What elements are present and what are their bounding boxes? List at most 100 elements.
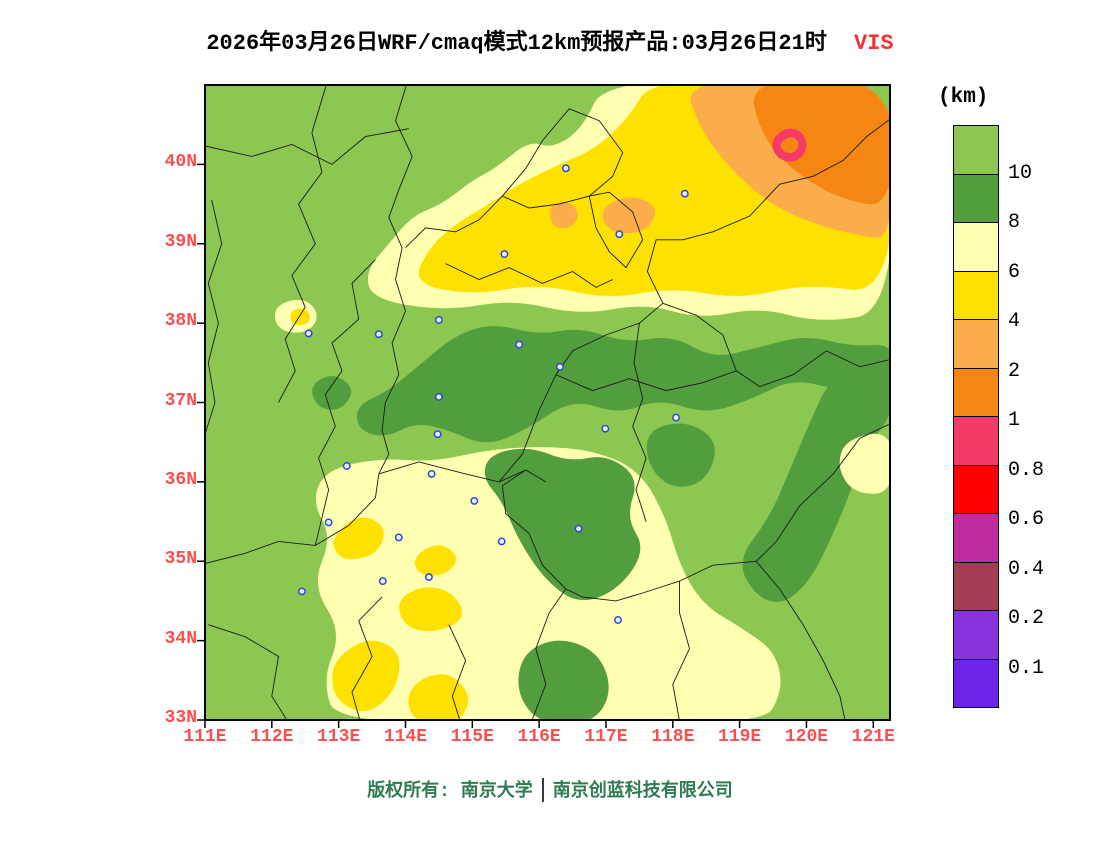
province-border [378,461,547,483]
lat-tick-label: 35N [164,549,197,570]
legend-cell [953,464,999,514]
city-marker [555,362,564,371]
visibility-region [315,447,781,720]
legend-cell [953,367,999,417]
lon-tick-label: 121E [851,727,895,747]
city-marker [601,424,610,433]
legend-tick-label: 8 [1008,211,1021,234]
legend-cell [953,319,999,369]
province-border [314,259,376,546]
page-title: 2026年03月26日WRF/cmaq模式12km预报产品:03月26日21时 … [0,24,1100,56]
legend-tick-label: 0.4 [1008,557,1045,581]
province-border [498,302,664,483]
visibility-region [742,364,890,602]
city-marker [342,462,351,470]
legend-tick-label: 1 [1008,409,1021,432]
legend-cell [953,173,999,223]
footer-divider [541,778,544,802]
city-marker [304,329,313,338]
title-product-vis: VIS [854,31,894,56]
lon-tick-label: 119E [718,727,762,747]
city-marker [561,164,570,173]
province-border [501,469,567,590]
province-border [208,624,288,720]
lon-tick-label: 117E [584,727,628,747]
lon-tick-label: 116E [517,727,561,747]
legend-unit-label: (km) [938,86,989,109]
province-border [531,588,567,720]
lat-tick-label: 37N [164,390,197,411]
province-border [555,370,737,392]
legend-tick-label: 0.6 [1008,508,1045,531]
city-marker [500,250,509,259]
lon-tick-label: 114E [383,727,428,747]
city-marker [433,430,442,439]
map-svg [197,84,891,728]
visibility-region [399,587,463,632]
visibility-region [753,85,890,205]
city-marker [434,316,443,324]
city-marker [434,392,443,401]
province-border [205,128,409,165]
title-text: 2026年03月26日WRF/cmaq模式12km预报产品:03月26日21时 [206,31,827,56]
city-marker [497,537,506,546]
visibility-region [312,376,352,410]
city-marker [427,469,436,478]
lon-tick-label: 113E [317,727,361,747]
map-panel [197,84,891,728]
visibility-region [780,137,799,153]
lat-tick-label: 39N [164,231,197,252]
province-border [565,560,757,602]
province-border [632,323,647,522]
province-border [445,263,613,288]
province-border [278,85,327,403]
legend-tick-label: 4 [1008,310,1021,333]
lon-tick-label: 115E [450,727,494,747]
province-border [755,423,890,562]
province-border [351,596,383,720]
visibility-region [356,326,890,443]
lon-tick-label: 112E [250,727,294,747]
province-border [662,302,890,388]
city-marker [680,189,689,198]
visibility-region [484,448,641,601]
lat-tick-label: 40N [164,152,197,173]
copyright-text: 版权所有: 南京大学 [367,782,533,802]
lon-tick-label: 120E [784,727,829,747]
province-border [646,118,890,304]
province-border [672,581,690,720]
province-border [502,108,624,209]
visibility-region [550,201,578,229]
lat-tick-label: 36N [164,469,197,490]
contour-layer [205,85,890,720]
city-marker [672,413,681,422]
province-border [378,85,413,475]
lon-tick-label: 118E [651,727,695,747]
legend-cell [953,270,999,320]
legend-tick-label: 2 [1008,359,1021,383]
city-marker [374,330,383,339]
city-marker [615,230,624,239]
visibility-region [602,197,655,234]
legend-tick-label: 0.1 [1008,656,1045,680]
province-border [755,561,846,720]
legend-tick-label: 6 [1008,260,1021,284]
city-marker [424,573,433,582]
province-border [588,191,644,269]
city-marker [470,496,479,505]
legend-cell [953,610,999,660]
visibility-region [646,423,715,487]
visibility-region [290,308,310,326]
company-text: 南京创蓝科技有限公司 [552,782,733,802]
lat-tick-label: 34N [164,628,197,649]
legend-tick-label: 10 [1008,161,1033,185]
city-marker [378,577,387,586]
legend-cell [953,561,999,611]
visibility-region [518,640,609,720]
lon-tick-label: 111E [183,727,227,747]
legend-cell [953,222,999,272]
legend-cell [953,416,999,466]
legend-cell [953,125,999,175]
legend-tick-label: 0.8 [1008,458,1045,482]
lat-tick-label: 33N [164,708,197,728]
